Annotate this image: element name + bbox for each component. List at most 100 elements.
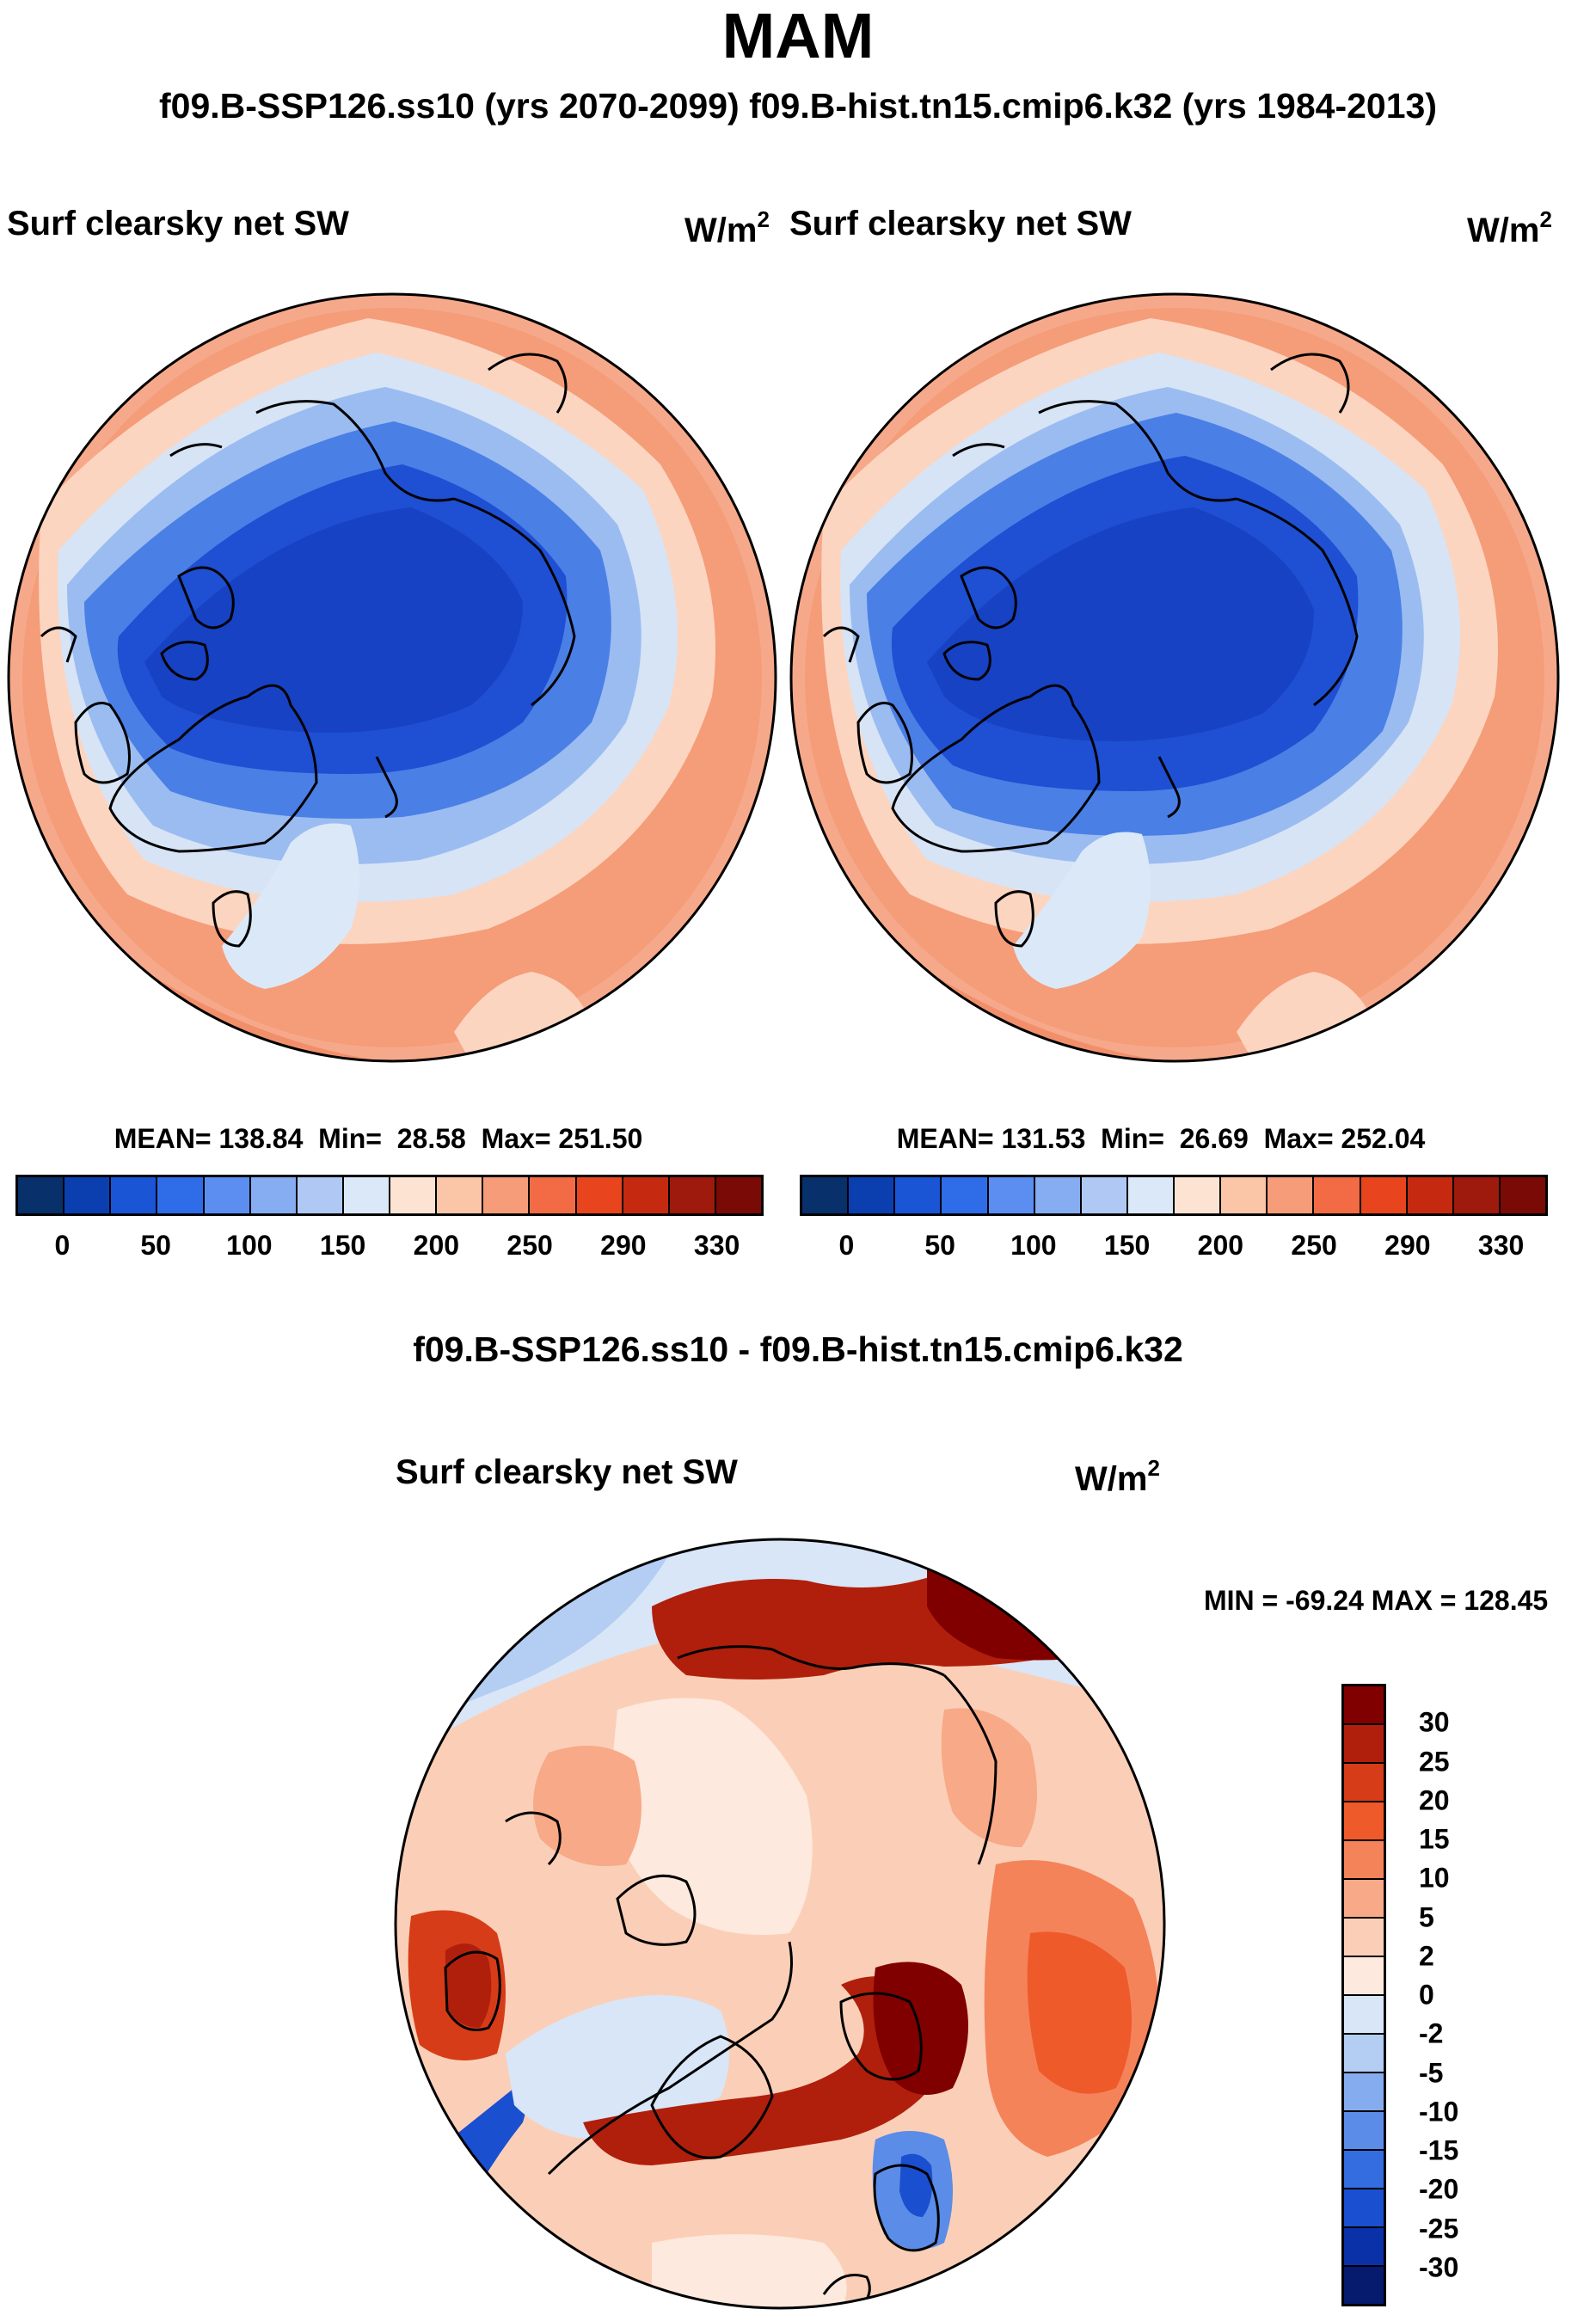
colorbar-tick-label: 2: [1419, 1940, 1434, 1972]
colorbar-swatch: [18, 1177, 65, 1213]
colorbar-swatch: [1175, 1177, 1222, 1213]
colorbar-swatch: [483, 1177, 531, 1213]
left-panel-variable: Surf clearsky net SW: [7, 205, 349, 243]
colorbar-tick-label: 200: [413, 1230, 460, 1261]
colorbar-tick-label: -15: [1419, 2134, 1459, 2166]
colorbar-tick-label: 330: [1477, 1230, 1525, 1261]
colorbar-swatch: [111, 1177, 158, 1213]
colorbar-swatch: [1314, 1177, 1361, 1213]
difference-polar-map: [394, 1538, 1166, 2310]
colorbar-tick-label: 15: [1419, 1823, 1450, 1855]
colorbar-swatch: [1344, 1841, 1384, 1880]
colorbar-swatch: [1221, 1177, 1268, 1213]
colorbar-tick-label: -10: [1419, 2096, 1459, 2128]
right-panel-units: W/m2: [1467, 206, 1552, 249]
diff-range-label: MIN = -69.24 MAX = 128.45: [1204, 1585, 1549, 1616]
colorbar-swatch: [250, 1177, 298, 1213]
colorbar-swatch: [988, 1177, 1035, 1213]
right-colorbar: [800, 1175, 1548, 1216]
colorbar-swatch: [1344, 2151, 1384, 2189]
colorbar-swatch: [1344, 1725, 1384, 1764]
colorbar-tick-label: 100: [226, 1230, 273, 1261]
right-coastlines: [822, 353, 1359, 948]
colorbar-tick-label: 200: [1197, 1230, 1244, 1261]
colorbar-swatch: [1344, 1919, 1384, 1957]
colorbar-tick-label: 330: [693, 1230, 740, 1261]
colorbar-swatch: [1344, 1996, 1384, 2035]
season-title: MAM: [721, 0, 875, 71]
colorbar-tick-label: 250: [506, 1230, 553, 1261]
colorbar-swatch: [1407, 1177, 1454, 1213]
colorbar-tick-label: 0: [1419, 1979, 1434, 2011]
colorbar-tick-label: -25: [1419, 2213, 1459, 2244]
colorbar-swatch: [390, 1177, 438, 1213]
colorbar-swatch: [576, 1177, 623, 1213]
colorbar-swatch: [1453, 1177, 1501, 1213]
colorbar-swatch: [802, 1177, 850, 1213]
colorbar-swatch: [204, 1177, 251, 1213]
colorbar-swatch: [1344, 2228, 1384, 2267]
colorbar-tick-label: 50: [140, 1230, 171, 1261]
colorbar-swatch: [530, 1177, 577, 1213]
colorbar-swatch: [1500, 1177, 1545, 1213]
colorbar-swatch: [1344, 1686, 1384, 1725]
colorbar-tick-label: 0: [838, 1230, 855, 1261]
colorbar-swatch: [1344, 2035, 1384, 2073]
colorbar-tick-label: 5: [1419, 1901, 1434, 1932]
colorbar-swatch: [64, 1177, 112, 1213]
colorbar-tick-label: -2: [1419, 2017, 1444, 2049]
colorbar-swatch: [1344, 2189, 1384, 2228]
diff-colorbar: [1341, 1684, 1386, 2306]
colorbar-tick-label: -20: [1419, 2173, 1459, 2205]
colorbar-swatch: [343, 1177, 390, 1213]
colorbar-tick-label: 20: [1419, 1784, 1450, 1816]
colorbar-swatch: [1344, 2267, 1384, 2304]
colorbar-tick-label: 150: [319, 1230, 366, 1261]
colorbar-swatch: [157, 1177, 205, 1213]
left-panel-stats: MEAN= 138.84 Min= 28.58 Max= 251.50: [114, 1123, 643, 1154]
colorbar-tick-label: 30: [1419, 1706, 1450, 1738]
colorbar-tick-label: 150: [1103, 1230, 1151, 1261]
colorbar-tick-label: 290: [1384, 1230, 1431, 1261]
colorbar-swatch: [942, 1177, 989, 1213]
right-panel-stats: MEAN= 131.53 Min= 26.69 Max= 252.04: [896, 1123, 1426, 1154]
colorbar-swatch: [669, 1177, 716, 1213]
colorbar-tick-label: 290: [600, 1230, 647, 1261]
map-frame: [7, 292, 777, 1063]
diff-panel-units: W/m2: [1075, 1455, 1160, 1498]
colorbar-tick-label: 0: [54, 1230, 71, 1261]
colorbar-tick-label: 100: [1010, 1230, 1057, 1261]
colorbar-swatch: [1344, 1802, 1384, 1841]
colorbar-swatch: [1344, 2073, 1384, 2112]
colorbar-swatch: [1344, 1957, 1384, 1996]
left-colorbar: [15, 1175, 764, 1216]
map-frame: [394, 1538, 1166, 2310]
colorbar-swatch: [437, 1177, 484, 1213]
colorbar-tick-label: 10: [1419, 1862, 1450, 1894]
diff-panel-variable: Surf clearsky net SW: [396, 1453, 738, 1491]
left-coastlines: [40, 353, 576, 948]
colorbar-swatch: [1034, 1177, 1082, 1213]
colorbar-swatch: [1344, 1880, 1384, 1919]
colorbar-tick-label: -5: [1419, 2057, 1444, 2088]
comparison-title: f09.B-SSP126.ss10 (yrs 2070-2099) f09.B-…: [159, 86, 1437, 126]
colorbar-tick-label: 25: [1419, 1746, 1450, 1777]
colorbar-swatch: [1268, 1177, 1315, 1213]
colorbar-swatch: [895, 1177, 942, 1213]
colorbar-swatch: [1344, 1764, 1384, 1802]
colorbar-swatch: [1127, 1177, 1175, 1213]
colorbar-swatch: [1081, 1177, 1128, 1213]
colorbar-swatch: [297, 1177, 344, 1213]
left-polar-map: [7, 292, 777, 1063]
map-frame: [789, 292, 1560, 1063]
left-panel-units: W/m2: [684, 206, 770, 249]
colorbar-swatch: [623, 1177, 670, 1213]
colorbar-tick-label: -30: [1419, 2251, 1459, 2283]
diff-coastlines: [444, 1645, 998, 2308]
colorbar-tick-label: 50: [924, 1230, 955, 1261]
colorbar-swatch: [849, 1177, 896, 1213]
difference-title: f09.B-SSP126.ss10 - f09.B-hist.tn15.cmip…: [413, 1329, 1183, 1369]
colorbar-tick-label: 250: [1291, 1230, 1337, 1261]
right-panel-variable: Surf clearsky net SW: [789, 205, 1132, 243]
colorbar-swatch: [1344, 2112, 1384, 2151]
